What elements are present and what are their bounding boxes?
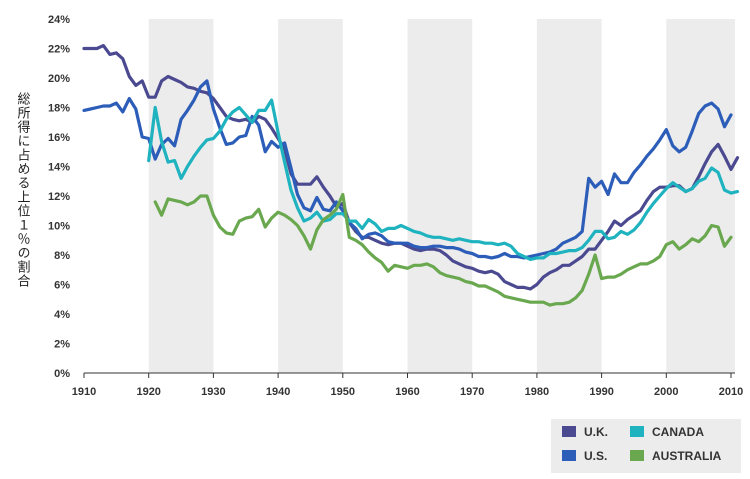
y-tick-label: 0% (54, 368, 70, 380)
y-tick-label: 12% (48, 191, 70, 203)
y-tick-label: 24% (48, 14, 70, 26)
y-tick-label: 18% (48, 103, 70, 115)
legend-swatch (630, 450, 644, 461)
legend-label: U.K. (584, 425, 608, 439)
series-lines (82, 44, 740, 307)
shaded-decade-1980 (536, 19, 602, 373)
legend-background (551, 419, 741, 473)
series-line-australia (153, 192, 733, 307)
x-tick-label: 1940 (266, 386, 290, 398)
x-tick-label: 2010 (719, 386, 743, 398)
decade-shading (148, 19, 735, 373)
y-tick-label: 6% (54, 280, 70, 292)
legend-label: CANADA (652, 425, 704, 439)
x-tick-label: 1970 (460, 386, 484, 398)
y-axis-ticks: 0% 2% 4% 6% 8% 10% 12% 14% 16% 18% 20% 22% 24% (48, 14, 70, 380)
x-tick-label: 2000 (654, 386, 678, 398)
x-axis-ticks: 1910 1920 1930 1940 1950 1960 1970 1980 1990 2000… (72, 373, 743, 398)
series-line-us (82, 79, 733, 260)
x-tick-label: 1950 (331, 386, 355, 398)
x-tick-label: 1990 (589, 386, 613, 398)
series-line-uk (82, 44, 740, 291)
legend-swatch (562, 450, 576, 461)
x-tick-label: 1910 (72, 386, 96, 398)
y-tick-label: 20% (48, 73, 70, 85)
x-tick-label: 1930 (201, 386, 225, 398)
shaded-decade-2000 (666, 19, 735, 373)
grid (84, 372, 735, 374)
y-tick-label: 2% (54, 339, 70, 351)
x-tick-label: 1980 (525, 386, 549, 398)
legend-label: AUSTRALIA (652, 449, 722, 463)
legend-swatch (562, 426, 576, 437)
y-tick-label: 4% (54, 309, 70, 321)
shaded-decade-1960 (407, 19, 473, 373)
x-tick-label: 1960 (395, 386, 419, 398)
y-tick-label: 22% (48, 44, 70, 56)
legend-swatch (630, 426, 644, 437)
y-tick-label: 10% (48, 221, 70, 233)
legend: U.K. U.S. CANADA AUSTRALIA (551, 419, 741, 473)
legend-label: U.S. (584, 449, 607, 463)
series-line-canada (147, 98, 740, 261)
x-tick-label: 1920 (136, 386, 160, 398)
shaded-decade-1940 (278, 19, 343, 373)
y-tick-label: 16% (48, 132, 70, 144)
y-axis-label: 総所得に占める上位１％の割合 (15, 92, 31, 288)
y-tick-label: 8% (54, 250, 70, 262)
y-tick-label: 14% (48, 162, 70, 174)
